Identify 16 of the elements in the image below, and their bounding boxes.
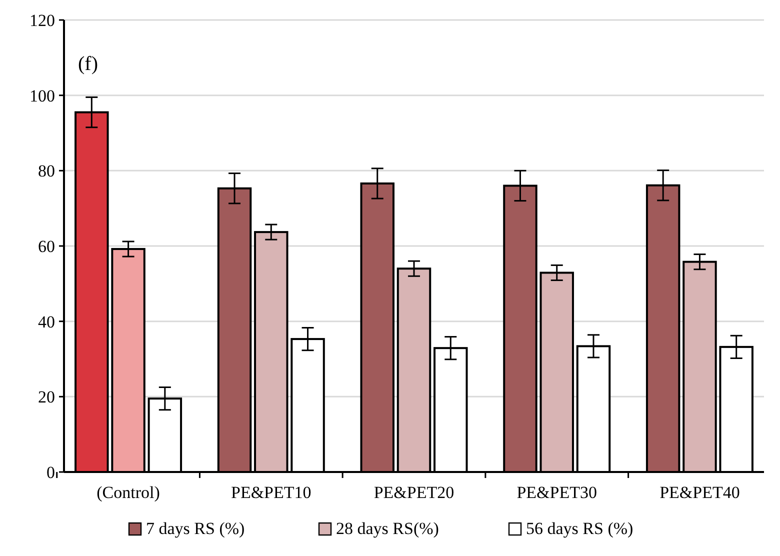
y-tick-label: 100 [30,86,55,106]
y-tick-label: 80 [38,162,55,181]
x-tick-label: PE&PET30 [516,483,598,502]
y-tick-label: 40 [38,312,55,332]
y-tick-label: 0 [46,462,55,482]
x-tick-label: (Control) [96,483,160,502]
x-tick-label: PE&PET10 [230,483,312,502]
y-tick-label: 20 [38,388,55,407]
annotation: (f) [78,53,98,75]
legend-label: 28 days RS(%) [336,519,439,538]
legend-label: 56 days RS (%) [526,519,634,538]
y-tick-label: 120 [30,10,55,30]
legend-label: 7 days RS (%) [146,519,245,538]
x-tick-label: PE&PET40 [660,483,740,502]
x-tick-label: PE&PET20 [374,483,454,502]
y-tick-label: 60 [38,236,55,256]
